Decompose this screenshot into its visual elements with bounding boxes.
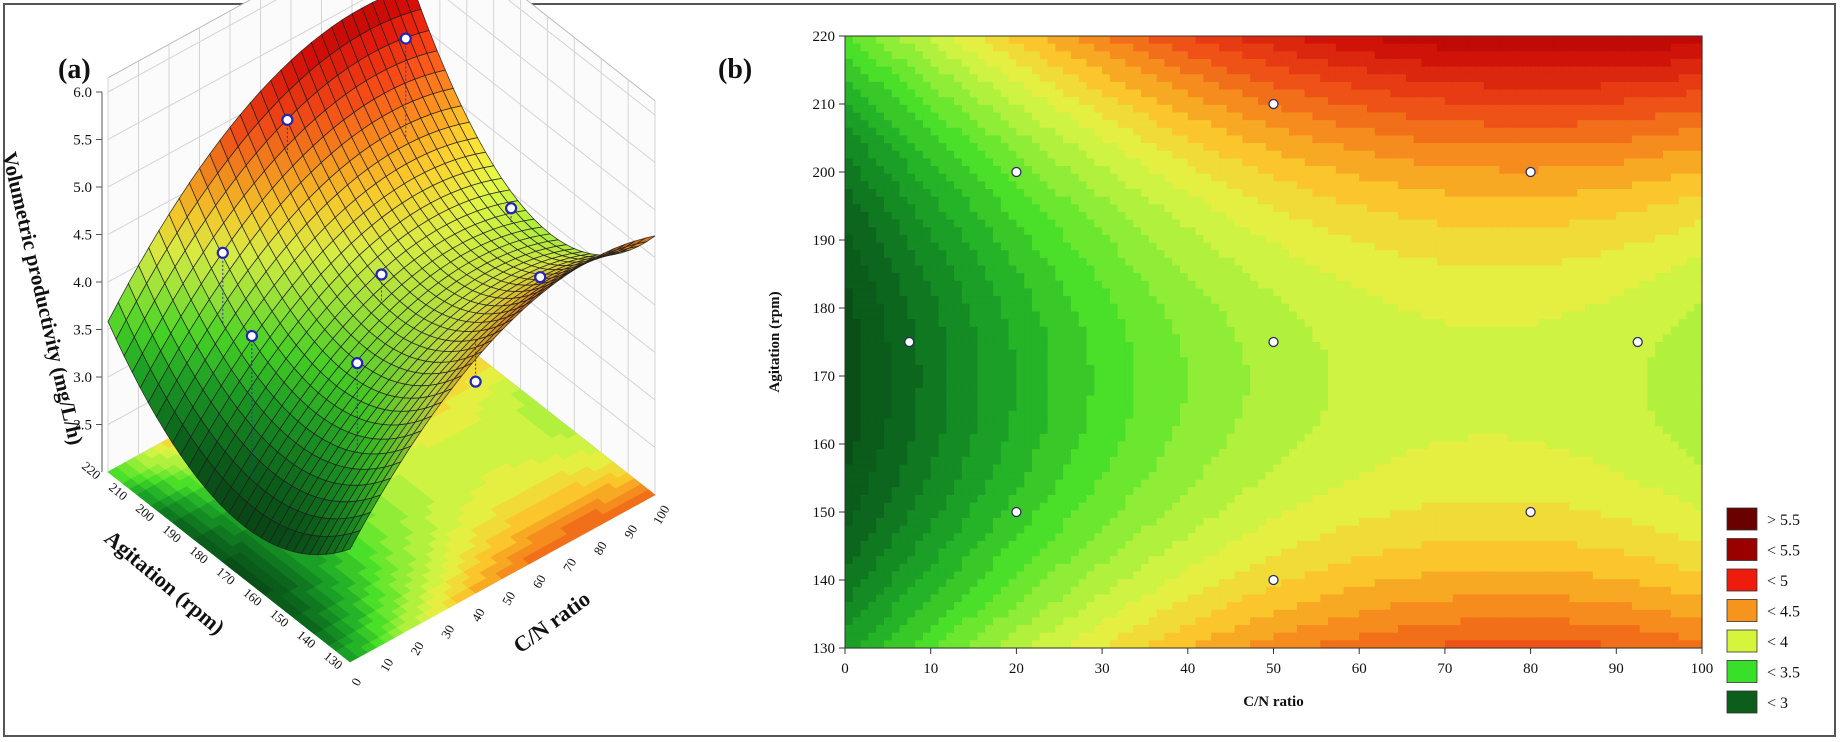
y-tick-label: 210 — [813, 97, 836, 113]
design-point — [1268, 98, 1279, 110]
x-tick-label: 30 — [1095, 661, 1110, 677]
legend: > 5.5 < 5.5 < 5 < 4.5 < 4 < 3.5 < 3 — [1726, 507, 1800, 714]
legend-label: < 4.5 — [1767, 604, 1800, 621]
legend-swatch — [1726, 690, 1758, 714]
z-tick-label: 5.0 — [73, 180, 92, 196]
panel-label-b: (b) — [718, 54, 752, 85]
y-tick-label: 220 — [79, 458, 104, 482]
y-tick-label: 190 — [813, 233, 836, 249]
x-tick-label: 80 — [590, 539, 609, 558]
x-tick-label: 20 — [1009, 661, 1024, 677]
observed-point — [469, 375, 482, 388]
legend-label: < 5.5 — [1767, 543, 1800, 560]
y-tick-label: 180 — [813, 301, 836, 317]
x-tick-label: 40 — [468, 606, 487, 625]
x-tick-label: 0 — [841, 661, 849, 677]
y-tick-label: 140 — [813, 573, 836, 589]
observed-point — [216, 246, 229, 259]
y-tick-label: 130 — [813, 641, 836, 657]
legend-swatch — [1726, 629, 1758, 653]
z-tick-label: 6.0 — [73, 85, 92, 101]
x-tick-label: 50 — [1266, 661, 1281, 677]
observed-point — [245, 329, 258, 343]
x-tick-label: 40 — [1180, 661, 1195, 677]
design-point — [1525, 166, 1536, 178]
y-tick-label: 150 — [813, 505, 836, 521]
legend-label: < 4 — [1767, 634, 1788, 651]
z-tick-label: 5.5 — [73, 133, 92, 149]
legend-label: > 5.5 — [1767, 512, 1800, 529]
x-tick-label: 60 — [1352, 661, 1367, 677]
legend-swatch — [1726, 507, 1758, 531]
observed-point — [281, 113, 294, 126]
design-point — [1268, 336, 1279, 348]
z-tick-label: 3.5 — [73, 323, 92, 339]
x-axis-title: C/N ratio — [508, 586, 594, 658]
figure-frame — [3, 3, 1836, 737]
legend-swatch — [1726, 599, 1758, 622]
contour-plot-panel: 0 10 20 30 40 50 60 70 80 90 100 130 140 150 160 170 180… — [718, 29, 1800, 714]
x-tick-label: 50 — [499, 589, 518, 608]
x-axis-title: C/N ratio — [1243, 694, 1303, 710]
design-point — [1525, 506, 1536, 518]
x-tick-label: 10 — [377, 656, 396, 675]
z-tick-label: 4.5 — [73, 228, 92, 244]
x-tick-label: 0 — [348, 675, 364, 688]
x-tick-label: 100 — [1691, 661, 1714, 677]
observed-point — [399, 32, 412, 45]
legend-label: < 3.5 — [1767, 665, 1800, 682]
design-point — [1632, 336, 1643, 348]
observed-point — [505, 202, 518, 215]
observed-point — [351, 357, 364, 370]
x-tick-label: 90 — [621, 522, 640, 541]
legend-swatch — [1726, 538, 1758, 561]
z-tick-label: 4.0 — [73, 275, 92, 291]
y-tick-label: 170 — [813, 369, 836, 385]
x-tick-label: 30 — [438, 622, 457, 641]
x-tick-label: 60 — [529, 572, 548, 591]
legend-label: < 3 — [1767, 695, 1788, 712]
x-tick-label: 20 — [407, 639, 426, 658]
y-axis-title: Agitation (rpm) — [767, 291, 783, 392]
y-tick-label: 160 — [813, 437, 836, 453]
x-tick-label: 80 — [1523, 661, 1538, 677]
x-tick-label: 100 — [650, 503, 673, 527]
x-tick-label: 90 — [1609, 661, 1624, 677]
observed-point — [534, 271, 547, 284]
panel-label-a: (a) — [58, 54, 91, 85]
design-point — [1268, 574, 1279, 586]
design-point — [1011, 166, 1022, 178]
z-tick-label: 3.0 — [73, 370, 92, 386]
x-tick-label: 10 — [923, 661, 938, 677]
design-point — [1011, 506, 1022, 518]
observed-point — [375, 268, 388, 281]
design-point — [904, 336, 915, 348]
y-tick-label: 220 — [813, 29, 836, 45]
legend-label: < 5 — [1767, 573, 1788, 590]
x-tick-label: 70 — [560, 555, 579, 574]
x-tick-label: 70 — [1437, 661, 1452, 677]
y-tick-label: 200 — [813, 165, 836, 181]
legend-swatch — [1726, 568, 1758, 592]
legend-swatch — [1726, 660, 1758, 683]
